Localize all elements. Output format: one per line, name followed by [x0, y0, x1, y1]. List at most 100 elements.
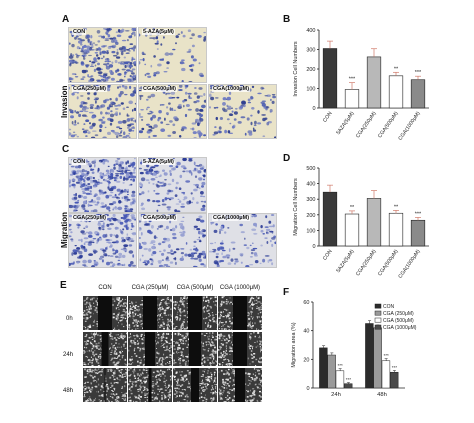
- migration-image-label: CON: [72, 159, 87, 165]
- bar: [327, 354, 336, 389]
- legend-label: CGA (1000μM): [383, 325, 417, 331]
- y-tick-label: 0: [312, 244, 315, 250]
- y-tick-label: 300: [306, 48, 315, 54]
- migration-image-label: CGA(250μM): [72, 215, 108, 221]
- legend-swatch: [374, 317, 382, 323]
- bar: [319, 347, 328, 389]
- significance-label: ***: [415, 211, 422, 217]
- bar: [366, 56, 382, 109]
- cell-texture: [69, 28, 136, 82]
- bar: [381, 360, 391, 389]
- y-tick-label: 100: [306, 87, 315, 93]
- cell-texture: [139, 158, 206, 212]
- wound-header-cga500: CGA (500μM): [176, 285, 214, 291]
- wound-time-0h: 0h: [66, 316, 73, 322]
- x-tick-label: CON: [322, 249, 334, 262]
- wound-migration-area-chart: 0 20 40 60 Migration area (%) *** *** 24h *** ***…: [291, 300, 417, 398]
- y-tick-label: 0: [306, 386, 309, 392]
- y-axis-label: Migration Cell Numbers: [293, 178, 299, 236]
- x-tick-label: CGA(500μM): [377, 110, 400, 139]
- bar: [335, 370, 345, 389]
- bar: [344, 89, 360, 109]
- wound-image: [173, 332, 217, 366]
- x-tick-label: 24h: [331, 392, 341, 398]
- wound-image: [218, 368, 262, 402]
- cell-texture: [69, 158, 136, 212]
- x-tick-label: CGA(1000μM): [397, 248, 421, 279]
- y-tick-label: 200: [306, 213, 315, 219]
- cell-texture: [139, 85, 206, 138]
- invasion-image-label: CGA(1000μM): [212, 86, 251, 92]
- bar: [410, 79, 426, 109]
- y-tick-label: 200: [306, 67, 315, 73]
- panel-letter-e: E: [60, 280, 67, 291]
- migration-image-label: CGA(1000μM): [212, 215, 251, 221]
- cell-texture: [69, 85, 136, 138]
- x-tick-label: 48h: [377, 392, 387, 398]
- significance-label: ***: [349, 77, 356, 83]
- migration-bar-chart: 0 100 200 300 400 500 Migration Cell Numbers CO…: [293, 166, 429, 280]
- migration-image-cga250: CGA(250μM): [68, 213, 137, 268]
- y-tick-label: 300: [306, 197, 315, 203]
- legend-label: CGA (250μM): [383, 311, 414, 317]
- panel-letter-b: B: [283, 14, 291, 25]
- invasion-image-label: 5-AZA(5μM): [142, 29, 175, 35]
- invasion-image-label: CON: [72, 29, 87, 35]
- panel-letter-f: F: [283, 287, 290, 298]
- invasion-image-cga250: CGA(250μM): [68, 84, 137, 139]
- x-tick-label: 5AZA(5μM): [335, 248, 355, 273]
- bar: [365, 323, 374, 389]
- wound-image: [83, 332, 127, 366]
- significance-label: **: [394, 66, 399, 72]
- bar: [322, 191, 338, 247]
- wound-image: [218, 332, 262, 366]
- wound-time-48h: 48h: [63, 388, 74, 394]
- wound-image: [218, 296, 262, 330]
- significance-label: ***: [337, 363, 343, 368]
- migration-image-5aza: 5-AZA(5μM): [138, 157, 207, 213]
- invasion-image-con: CON: [68, 27, 137, 83]
- cell-texture: [69, 214, 136, 267]
- y-axis-label: Invasion Cell Numbers: [293, 41, 299, 97]
- bar: [410, 219, 426, 247]
- significance-label: ***: [392, 365, 398, 370]
- migration-image-cga1000: CGA(1000μM): [208, 213, 277, 268]
- y-tick-label: 100: [306, 228, 315, 234]
- invasion-image-label: CGA(250μM): [72, 86, 108, 92]
- invasion-image-5aza: 5-AZA(5μM): [138, 27, 207, 83]
- bar: [344, 213, 360, 247]
- wound-header-cga250: CGA (250μM): [131, 285, 169, 291]
- wound-image: [173, 296, 217, 330]
- x-tick-label: CGA(250μM): [355, 248, 378, 277]
- wound-image: [83, 368, 127, 402]
- cell-texture: [209, 85, 276, 138]
- bar: [373, 327, 382, 389]
- legend-swatch: [374, 303, 382, 309]
- significance-label: ***: [415, 70, 422, 76]
- y-tick-label: 0: [312, 106, 315, 112]
- migration-image-label: CGA(500μM): [142, 215, 178, 221]
- invasion-image-cga1000: CGA(1000μM): [208, 84, 277, 139]
- y-tick-label: 400: [306, 182, 315, 188]
- x-tick-label: CON: [322, 111, 334, 124]
- bar: [344, 383, 353, 389]
- bar: [322, 48, 338, 109]
- legend-label: CGA (500μM): [383, 318, 414, 324]
- x-tick-label: CGA(1000μM): [397, 110, 421, 141]
- y-tick-label: 500: [306, 166, 315, 172]
- wound-image: [83, 296, 127, 330]
- significance-label: ***: [346, 377, 352, 382]
- y-axis-label: Migration area (%): [291, 322, 297, 367]
- wound-image: [128, 332, 172, 366]
- cell-texture: [209, 214, 276, 267]
- bar: [366, 198, 382, 247]
- y-tick-label: 40: [303, 329, 309, 335]
- wound-image: [173, 368, 217, 402]
- panel-letter-d: D: [283, 153, 291, 164]
- bar: [388, 75, 404, 109]
- panel-letter-a: A: [62, 14, 70, 25]
- significance-label: **: [350, 205, 355, 211]
- wound-image: [128, 296, 172, 330]
- x-tick-label: 5AZA(5μM): [335, 110, 355, 135]
